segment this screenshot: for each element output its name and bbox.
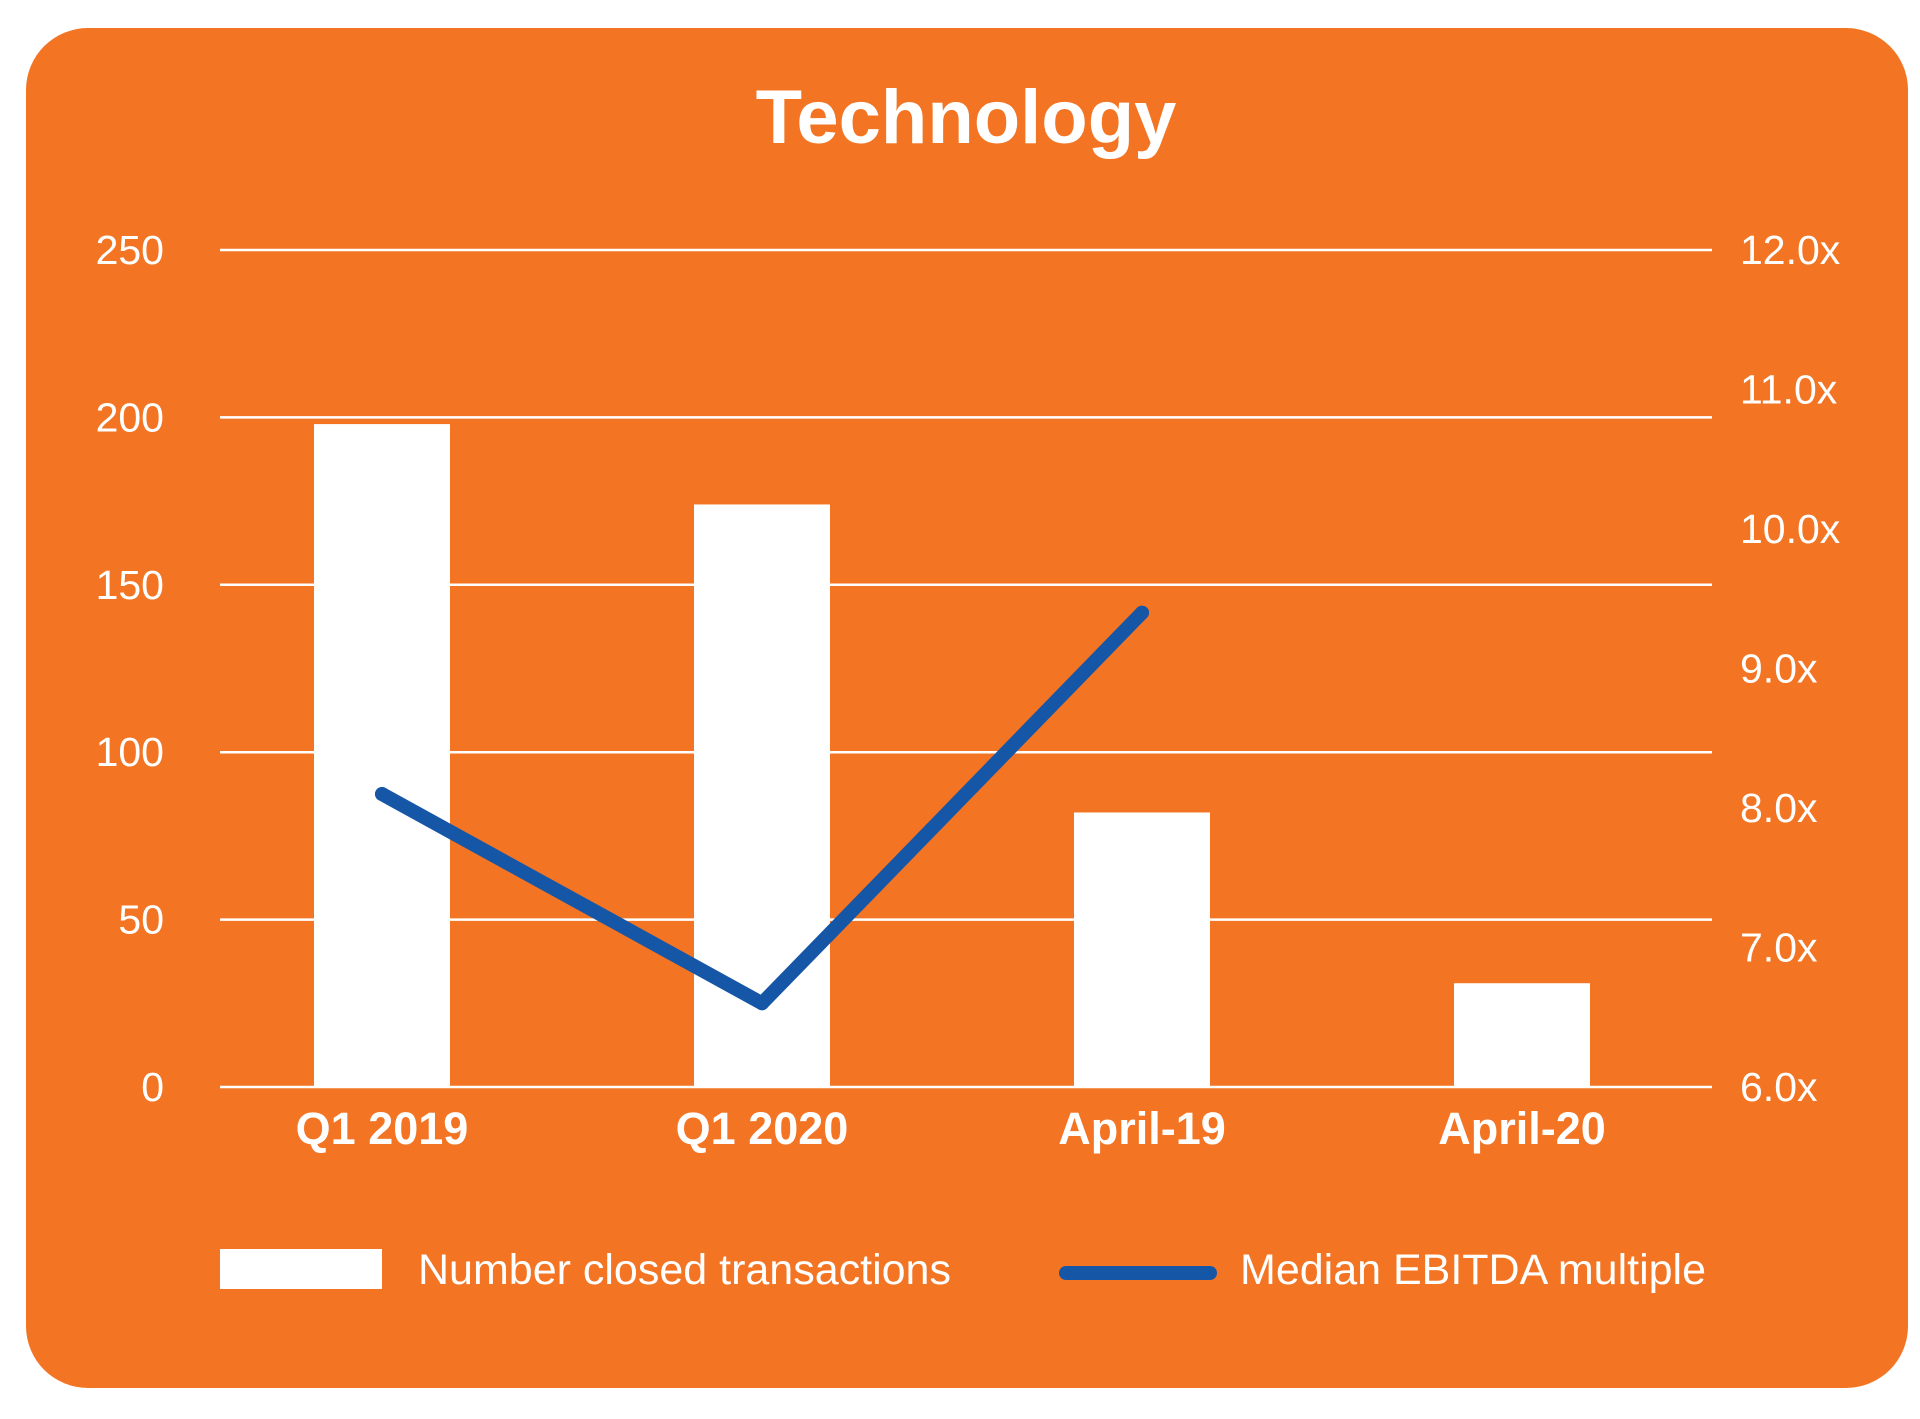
y2-tick-label: 9.0x <box>1740 646 1818 692</box>
legend-bar-label: Number closed transactions <box>418 1246 951 1294</box>
legend: Number closed transactions Median EBITDA… <box>220 1246 1706 1294</box>
y-tick-label: 0 <box>141 1064 164 1110</box>
x-tick-label: Q1 2019 <box>296 1103 469 1154</box>
line-series <box>375 605 1149 1011</box>
chart-panel-background <box>26 28 1908 1388</box>
y-tick-label: 250 <box>96 227 164 273</box>
line-point <box>375 787 389 802</box>
y2-tick-label: 7.0x <box>1740 925 1818 971</box>
right-axis-ticks: 6.0x 7.0x 8.0x 9.0x 10.0x 11.0x 12.0x <box>1740 227 1841 1110</box>
left-axis-ticks: 0 50 100 150 200 250 <box>96 227 164 1110</box>
bar <box>314 424 450 1087</box>
bar <box>1454 983 1590 1087</box>
y2-tick-label: 6.0x <box>1740 1064 1818 1110</box>
y-tick-label: 150 <box>96 562 164 608</box>
legend-line-label: Median EBITDA multiple <box>1240 1246 1706 1294</box>
legend-bar-swatch <box>220 1249 382 1289</box>
x-tick-label: Q1 2020 <box>676 1103 849 1154</box>
y2-tick-label: 8.0x <box>1740 785 1818 831</box>
bar-series <box>314 424 1590 1087</box>
line-point <box>1135 605 1149 620</box>
y-tick-label: 50 <box>118 897 164 943</box>
chart-title: Technology <box>756 75 1177 160</box>
x-tick-label: April-19 <box>1058 1103 1226 1154</box>
y2-tick-label: 10.0x <box>1740 506 1841 552</box>
category-axis-labels: Q1 2019 Q1 2020 April-19 April-20 <box>296 1103 1606 1154</box>
bar <box>694 504 830 1087</box>
x-tick-label: April-20 <box>1438 1103 1606 1154</box>
bar <box>1074 812 1210 1087</box>
y2-tick-label: 11.0x <box>1740 367 1838 413</box>
y-tick-label: 200 <box>96 394 164 440</box>
y-tick-label: 100 <box>96 729 164 775</box>
y2-tick-label: 12.0x <box>1740 227 1841 273</box>
line-point <box>755 996 769 1011</box>
